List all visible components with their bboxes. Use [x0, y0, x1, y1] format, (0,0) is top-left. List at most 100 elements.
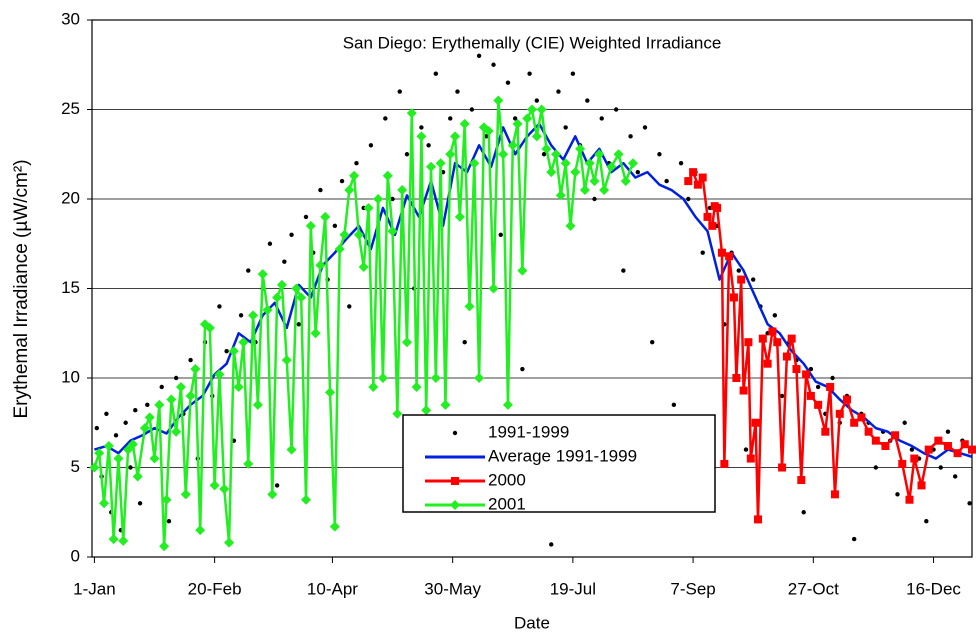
legend-label: 2000 — [488, 470, 526, 489]
point — [806, 391, 815, 400]
y-tick-label: 20 — [61, 188, 80, 207]
point — [426, 161, 437, 172]
legend-marker — [452, 430, 458, 436]
point — [445, 149, 456, 160]
point — [657, 152, 662, 157]
point — [144, 412, 155, 423]
point — [599, 116, 604, 121]
point — [491, 62, 496, 67]
point — [159, 384, 164, 390]
point — [325, 387, 336, 398]
point — [404, 152, 410, 157]
point — [821, 427, 830, 436]
point — [720, 459, 729, 468]
point — [627, 158, 638, 169]
point — [606, 161, 617, 172]
point — [850, 418, 859, 427]
point — [763, 359, 772, 368]
point — [772, 313, 778, 318]
point — [262, 304, 273, 315]
point — [686, 196, 691, 202]
point — [592, 196, 597, 202]
point — [938, 465, 943, 470]
point — [563, 125, 568, 130]
point — [527, 71, 532, 76]
x-axis-label: Date — [514, 613, 550, 632]
point — [377, 373, 388, 383]
point — [104, 411, 109, 416]
x-tick-label: 30-May — [424, 579, 481, 598]
point — [522, 113, 533, 124]
point — [708, 221, 717, 230]
point — [217, 304, 222, 309]
point — [531, 131, 542, 142]
point — [743, 447, 749, 452]
point — [166, 519, 172, 524]
point — [512, 118, 523, 129]
point — [118, 535, 129, 546]
point — [945, 429, 951, 434]
point — [248, 310, 259, 321]
point — [620, 176, 631, 187]
point — [698, 173, 707, 182]
x-tick-label: 20-Feb — [188, 579, 242, 598]
point — [99, 498, 110, 509]
point — [252, 399, 263, 410]
point — [354, 161, 359, 166]
point — [462, 340, 467, 345]
point — [484, 134, 489, 139]
point — [664, 178, 669, 184]
point — [127, 439, 138, 450]
point — [570, 167, 581, 178]
point — [934, 436, 943, 445]
point — [195, 525, 206, 536]
point — [483, 125, 494, 136]
point — [320, 211, 331, 222]
point — [455, 89, 460, 94]
point — [416, 131, 427, 142]
legend-label: Average 1991-1999 — [488, 446, 637, 465]
legend: 1991-1999 Average 1991-1999 2000 2001 — [402, 414, 716, 513]
point — [488, 283, 499, 294]
point — [435, 158, 446, 169]
point — [368, 143, 374, 148]
point — [584, 158, 595, 169]
point — [89, 462, 100, 473]
point — [801, 510, 806, 515]
point — [881, 442, 890, 451]
point — [599, 185, 610, 196]
legend-label: 2001 — [488, 494, 526, 513]
point — [430, 373, 441, 383]
point — [382, 170, 393, 181]
point — [128, 465, 133, 470]
point — [782, 352, 791, 361]
point — [579, 185, 590, 196]
point — [871, 436, 880, 445]
point — [507, 140, 518, 151]
point — [549, 542, 554, 547]
x-tick-label: 27-Oct — [788, 579, 839, 598]
point — [517, 265, 528, 276]
point — [864, 427, 873, 436]
point — [296, 322, 301, 327]
point — [689, 168, 698, 177]
point — [898, 459, 907, 468]
point — [671, 402, 677, 408]
point — [560, 158, 571, 169]
point — [440, 399, 451, 410]
point — [334, 244, 345, 255]
point — [344, 185, 355, 196]
point — [924, 519, 929, 524]
point — [329, 521, 340, 532]
point — [113, 433, 119, 438]
x-tick-label: 19-Jul — [550, 579, 596, 598]
point — [154, 399, 165, 410]
point — [419, 125, 424, 130]
point — [751, 418, 760, 427]
point — [180, 489, 191, 500]
point — [732, 374, 741, 382]
point — [835, 409, 844, 418]
chart-title: San Diego: Erythemally (CIE) Weighted Ir… — [343, 33, 722, 52]
point — [363, 202, 374, 213]
